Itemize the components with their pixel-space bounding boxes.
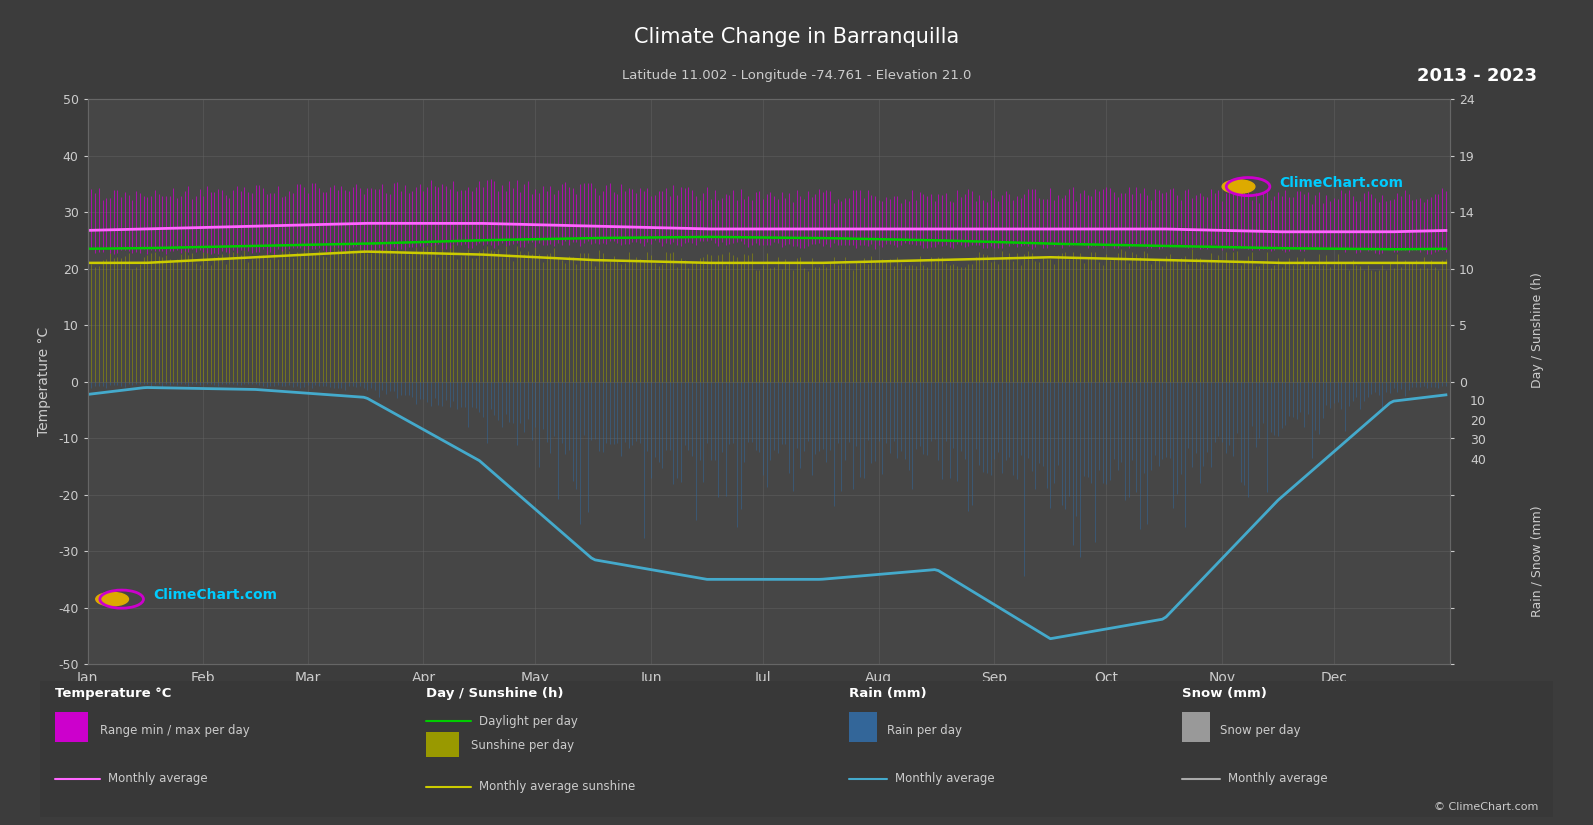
Circle shape <box>96 592 129 606</box>
Text: Climate Change in Barranquilla: Climate Change in Barranquilla <box>634 27 959 47</box>
Bar <box>54 712 88 742</box>
Text: Temperature °C: Temperature °C <box>54 687 172 700</box>
Text: Day / Sunshine (h): Day / Sunshine (h) <box>1531 272 1544 388</box>
Text: Latitude 11.002 - Longitude -74.761 - Elevation 21.0: Latitude 11.002 - Longitude -74.761 - El… <box>621 69 972 83</box>
Bar <box>849 712 876 742</box>
Text: Sunshine per day: Sunshine per day <box>472 739 573 752</box>
Y-axis label: Temperature °C: Temperature °C <box>37 327 51 436</box>
Text: 20: 20 <box>1470 415 1486 427</box>
Bar <box>1182 712 1209 742</box>
Text: ClimeChart.com: ClimeChart.com <box>153 588 277 602</box>
Text: Rain / Snow (mm): Rain / Snow (mm) <box>1531 505 1544 617</box>
Text: Rain per day: Rain per day <box>887 724 962 738</box>
Text: Monthly average sunshine: Monthly average sunshine <box>478 780 636 794</box>
Text: Monthly average: Monthly average <box>108 772 207 785</box>
Text: Monthly average: Monthly average <box>1228 772 1327 785</box>
Text: Range min / max per day: Range min / max per day <box>100 724 250 738</box>
Bar <box>425 733 459 757</box>
Text: © ClimeChart.com: © ClimeChart.com <box>1434 802 1539 812</box>
Text: Snow (mm): Snow (mm) <box>1182 687 1268 700</box>
Text: Snow per day: Snow per day <box>1220 724 1301 738</box>
Text: 10: 10 <box>1470 395 1486 408</box>
Text: ClimeChart.com: ClimeChart.com <box>1279 176 1403 190</box>
Text: Daylight per day: Daylight per day <box>478 715 578 728</box>
Text: Monthly average: Monthly average <box>895 772 994 785</box>
Text: Day / Sunshine (h): Day / Sunshine (h) <box>425 687 564 700</box>
Text: 30: 30 <box>1470 435 1486 447</box>
Text: Rain (mm): Rain (mm) <box>849 687 927 700</box>
Text: 2013 - 2023: 2013 - 2023 <box>1418 67 1537 85</box>
Text: 40: 40 <box>1470 455 1486 467</box>
Circle shape <box>1222 180 1255 193</box>
